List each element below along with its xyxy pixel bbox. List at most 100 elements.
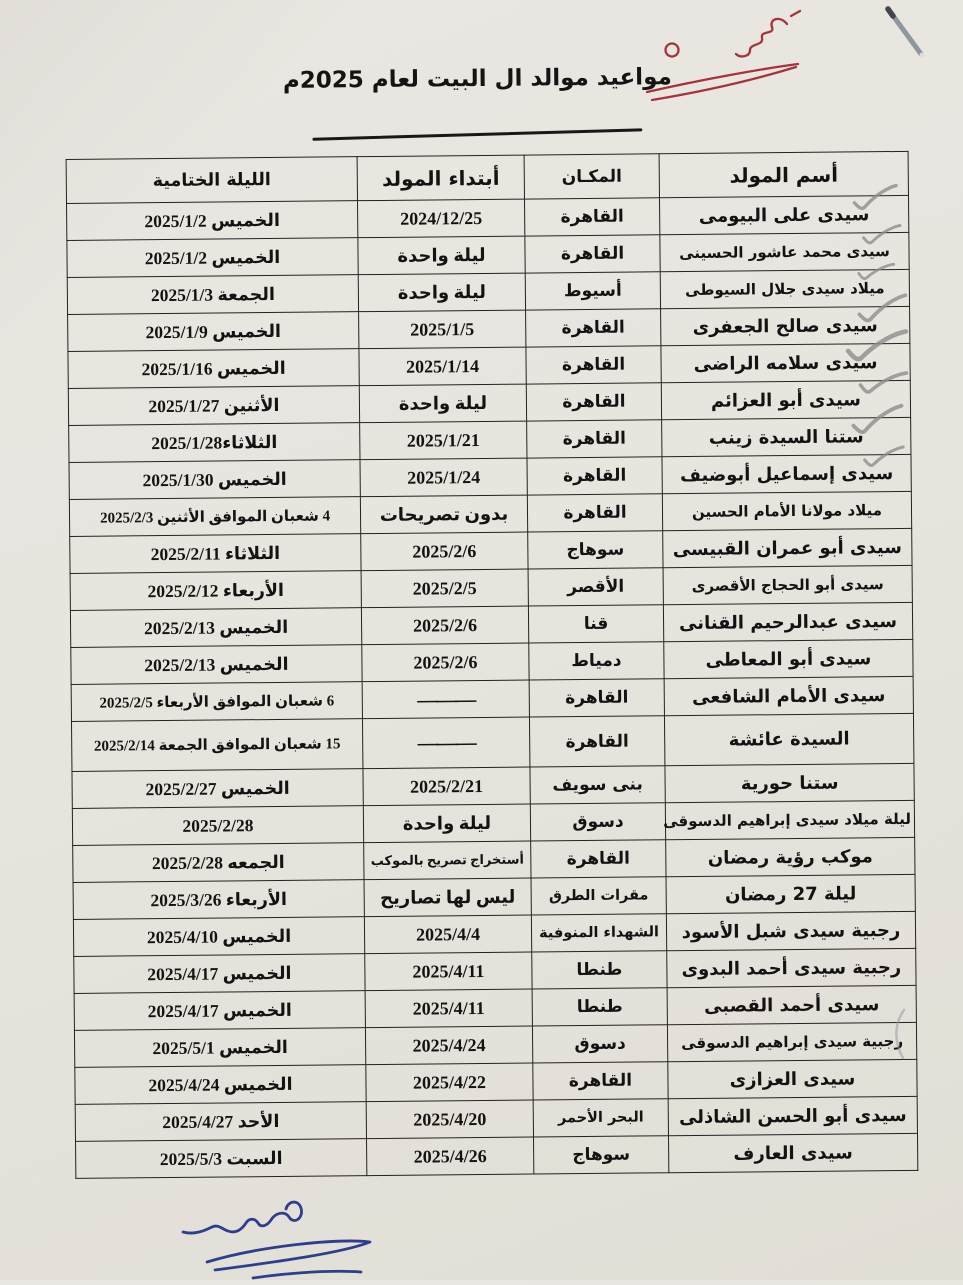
page-title: مواعيد موالد ال البيت لعام 2025م: [282, 64, 672, 94]
cell-closing: الأربعاء 2025/3/26: [73, 879, 365, 920]
cell-location: سوهاج: [533, 1135, 669, 1175]
cell-closing: الأثنين 2025/1/27: [68, 385, 360, 426]
col-header-closing-night: الليلة الختامية: [66, 156, 358, 204]
cell-start: أستخراج تصريح بالموكب: [363, 841, 532, 880]
cell-name: ميلاد مولانا الأمام الحسين: [662, 491, 912, 531]
pencil-check-icon: [855, 365, 911, 400]
cell-closing: الثلاثاء 2025/2/11: [69, 533, 362, 574]
red-handwriting: [645, 9, 802, 102]
cell-closing: الخميس 2025/1/16: [67, 348, 360, 389]
cell-name: رجبية سيدى إبراهيم الدسوقى: [667, 1022, 917, 1062]
cell-location: مقرات الطرق: [531, 876, 667, 916]
cell-start: ———: [362, 680, 530, 719]
cell-name: ليلة 27 رمضان: [666, 874, 916, 914]
cell-location: القاهرة: [532, 1061, 669, 1101]
cell-closing: الجمعة 2025/1/3: [67, 274, 359, 315]
cell-closing: الجمعه 2025/2/28: [72, 842, 365, 883]
table-row: السيدة عائشة القاهرة ——— 15 شعبان الموافق ا…: [71, 713, 914, 772]
cell-name: سيدى الأمام الشافعى: [664, 676, 914, 716]
cell-name: سيدى العزازى: [667, 1059, 918, 1099]
cell-start: 2025/4/20: [366, 1100, 534, 1139]
cell-location: دمياط: [528, 641, 665, 681]
cell-start: 2025/2/6: [361, 643, 530, 682]
cell-name: ستنا حورية: [664, 763, 915, 803]
cell-start: بدون تصريحات: [360, 495, 528, 534]
col-header-location: المكـان: [524, 153, 660, 200]
pencil-check-icon: [859, 221, 903, 247]
cell-start: 2025/2/5: [361, 569, 529, 608]
cell-closing: الخميس 2025/2/13: [70, 644, 363, 685]
cell-name: سيدى عبدالرحيم القنانى: [663, 602, 913, 642]
cell-location: طنطا: [531, 950, 668, 990]
cell-start: 2024/12/25: [357, 199, 525, 238]
cell-closing: الخميس 2025/1/2: [66, 200, 358, 241]
cell-closing: الخميس 2025/4/24: [74, 1064, 367, 1105]
cell-location: القاهرة: [530, 839, 667, 879]
cell-start: ليلة واحدة: [358, 273, 526, 312]
cell-location: القاهرة: [526, 419, 662, 459]
cell-location: سوهاج: [527, 530, 664, 570]
cell-closing: الخميس 2025/1/2: [66, 237, 359, 278]
cell-location: قنا: [528, 604, 664, 644]
cell-name: ليلة ميلاد سيدى إبراهيم الدسوقى: [663, 800, 915, 840]
cell-name: رجبية سيدى أحمد البدوى: [666, 948, 917, 988]
pencil-check-icon: [852, 289, 912, 326]
cell-closing: الخميس 2025/4/10: [73, 916, 365, 957]
cell-closing: السبت 2025/5/3: [75, 1138, 367, 1179]
cell-closing: 6 شعبان الموافق الأربعاء 2025/2/5: [71, 681, 363, 722]
blue-signature: [181, 1200, 372, 1280]
cell-location: دسوق: [530, 802, 666, 842]
cell-start: 2025/4/11: [364, 952, 533, 991]
mawlid-schedule-table: أسم المولد المكـان أبتداء المولد الليلة …: [66, 151, 919, 1179]
pencil-checks: [0, 0, 958, 467]
cell-location: القاهرة: [524, 234, 661, 274]
pencil-check-icon: [848, 180, 902, 214]
cell-start: 2025/4/11: [365, 989, 533, 1028]
cell-start: ليلة واحدة: [359, 384, 527, 423]
cell-closing: الخميس 2025/5/1: [74, 1027, 366, 1068]
cell-name: سيدى العارف: [668, 1133, 918, 1173]
col-header-start-date: أبتداء المولد: [357, 155, 525, 201]
cell-start: ليلة واحدة: [363, 804, 531, 843]
cell-closing: 15 شعبان الموافق الجمعة 2025/2/14: [71, 718, 363, 772]
cell-location: طنطا: [532, 987, 668, 1027]
pencil-check-icon: [860, 442, 907, 469]
cell-start: 2025/4/22: [365, 1063, 534, 1102]
cell-closing: الخميس 2025/4/17: [74, 990, 366, 1031]
cell-start: 2025/1/5: [358, 310, 526, 349]
cell-location: القاهرة: [529, 715, 665, 768]
cell-location: الأقصر: [528, 567, 664, 607]
cell-closing: 2025/2/28: [72, 805, 364, 846]
pencil-check-icon: [854, 258, 897, 284]
cell-start: 2025/4/24: [365, 1026, 533, 1065]
cell-location: البحر الأحمر: [533, 1098, 669, 1138]
cell-start: 2025/4/4: [364, 915, 532, 954]
cell-closing: الخميس 2025/2/27: [71, 768, 364, 809]
cell-location: القاهرة: [527, 493, 663, 533]
table-row: سيدى العارف سوهاج 2025/4/26 السبت 2025/5/3: [75, 1133, 918, 1179]
table-body: سيدى على البيومى القاهرة 2024/12/25 الخميس …: [66, 195, 918, 1179]
cell-start: 2025/4/26: [366, 1137, 534, 1176]
cell-name: سيدى أبو الحجاج الأقصرى: [663, 565, 913, 605]
cell-name: سيدى أحمد القصبى: [667, 985, 917, 1025]
cell-closing: الخميس 2025/4/17: [73, 953, 366, 994]
cell-location: القاهرة: [526, 382, 662, 422]
pencil-check-icon: [841, 325, 912, 366]
cell-location: دسوق: [532, 1024, 668, 1064]
cell-location: الشهداء المنوفية: [531, 913, 667, 953]
cell-closing: الأحد 2025/4/27: [75, 1101, 367, 1142]
cell-start: ليس لها تصاريح: [364, 878, 532, 917]
cell-location: القاهرة: [524, 197, 660, 237]
cell-start: ———: [362, 717, 530, 769]
pencil-paren-mark: [895, 1008, 906, 1060]
cell-location: القاهرة: [526, 456, 663, 496]
cell-start: 2025/1/14: [358, 347, 527, 386]
cell-closing: 4 شعبان الموافق الأثنين 2025/2/3: [69, 496, 361, 537]
cell-name: سيدى أبو المعاطى: [663, 639, 914, 679]
cell-location: بنى سويف: [529, 765, 666, 805]
cell-location: القاهرة: [525, 345, 662, 385]
title-underline: [312, 128, 643, 141]
cell-name: رجبية سيدى شبل الأسود: [666, 911, 916, 951]
